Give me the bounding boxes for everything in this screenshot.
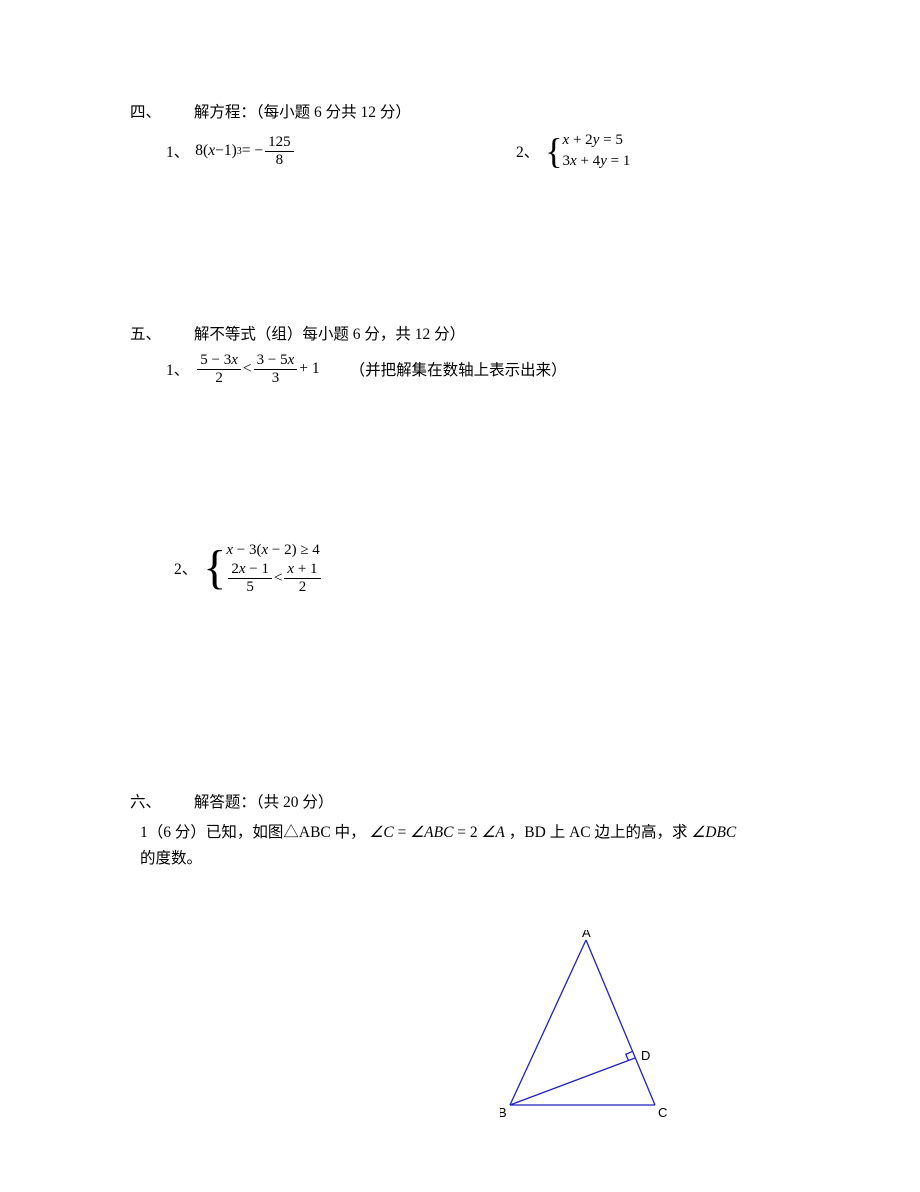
p42-system: { x + 2y = 5 3x + 4y = 1 xyxy=(545,130,630,172)
section-6-label: 六、 xyxy=(130,790,190,812)
p51-f1n-b: x xyxy=(231,352,238,368)
section-4-title: 解方程：（每小题 6 分共 12 分） xyxy=(194,104,411,121)
p51-note: （并把解集在数轴上表示出来） xyxy=(350,358,567,380)
section-4-header: 四、 解方程：（每小题 6 分共 12 分） xyxy=(130,100,790,122)
p61-eq2: = 2 xyxy=(457,824,477,841)
p52-l1-b: − 3( xyxy=(233,542,261,558)
problem-6-1: 1（6 分）已知，如图△ABC 中， ∠C = ∠ABC = 2 ∠A ，BD … xyxy=(140,820,790,873)
p61-abc: ∠ABC xyxy=(410,824,453,841)
p52-line2: 2x − 1 5 < x + 1 2 xyxy=(226,561,322,595)
p61-c: ∠C xyxy=(370,824,394,841)
p42-l1-d: = 5 xyxy=(599,132,622,148)
p52-f1: 2x − 1 5 xyxy=(228,561,272,595)
p52-f2n-b: + 1 xyxy=(294,561,317,577)
gap-1 xyxy=(130,172,790,322)
p51-f1: 5 − 3x 2 xyxy=(197,352,241,386)
p52-f1n-a: 2 xyxy=(231,561,239,577)
p51-plus: + 1 xyxy=(299,360,319,378)
p42-l2-b: x xyxy=(570,153,577,169)
p52-f2-den: 2 xyxy=(296,579,310,596)
p42-l2-d: y xyxy=(600,153,607,169)
p52-f2-num: x + 1 xyxy=(284,561,320,579)
p41-eq: = − xyxy=(242,142,263,160)
problem-4-1-num: 1、 xyxy=(166,140,189,162)
brace-icon: { xyxy=(203,546,226,589)
gap-2 xyxy=(130,386,790,541)
section-5-title: 解不等式（组）每小题 6 分，共 12 分） xyxy=(194,326,465,343)
p52-system: { x − 3(x − 2) ≥ 4 2x − 1 5 < x + 1 2 xyxy=(203,541,322,595)
section-5: 五、 解不等式（组）每小题 6 分，共 12 分） 1、 5 − 3x 2 < … xyxy=(130,322,790,386)
section-5-label: 五、 xyxy=(130,322,190,344)
section-4-label: 四、 xyxy=(130,100,190,122)
p41-frac-den: 8 xyxy=(273,152,287,169)
p52-l1-a: x xyxy=(226,542,233,558)
p51-f2-den: 3 xyxy=(269,370,283,387)
problem-4-2-num: 2、 xyxy=(516,140,539,162)
p42-l2-a: 3 xyxy=(563,153,571,169)
problem-4-1: 1、 8( x −1) 3 = − 125 8 xyxy=(166,130,516,172)
p51-f1n-a: 5 − 3 xyxy=(200,352,231,368)
p61-eq1: = xyxy=(398,824,411,841)
problem-4-2: 2、 { x + 2y = 5 3x + 4y = 1 xyxy=(516,130,630,172)
p52-f1-num: 2x − 1 xyxy=(228,561,272,579)
p52-f2: x + 1 2 xyxy=(284,561,320,595)
p52-l1-d: − 2) ≥ 4 xyxy=(268,542,320,558)
section-6: 六、 解答题：（共 20 分） 1（6 分）已知，如图△ABC 中， ∠C = … xyxy=(130,790,790,873)
svg-text:A: A xyxy=(582,930,591,940)
p61-dbc: ∠DBC xyxy=(691,824,736,841)
svg-text:D: D xyxy=(641,1048,650,1063)
svg-text:B: B xyxy=(500,1105,507,1120)
p61-mid: ，BD 上 AC 边上的高，求 xyxy=(509,824,692,841)
p61-prefix: 1（6 分）已知，如图△ABC 中， xyxy=(140,824,366,841)
p52-lt: < xyxy=(274,569,282,587)
problem-5-1-num: 1、 xyxy=(166,358,189,380)
p41-paren: −1) xyxy=(215,142,237,160)
p52-line1: x − 3(x − 2) ≥ 4 xyxy=(226,541,322,561)
p41-fraction: 125 8 xyxy=(265,134,294,168)
p52-f1-den: 5 xyxy=(243,579,257,596)
problem-5-1: 1、 5 − 3x 2 < 3 − 5x 3 + 1 （并把解集在数轴上表示出来… xyxy=(166,352,790,386)
problem-5-2-num: 2、 xyxy=(174,557,197,579)
p51-f2-num: 3 − 5x xyxy=(254,352,298,370)
p42-l1-b: + 2 xyxy=(569,132,592,148)
section-5-header: 五、 解不等式（组）每小题 6 分，共 12 分） xyxy=(130,322,790,344)
svg-text:C: C xyxy=(658,1105,667,1120)
section-4: 四、 解方程：（每小题 6 分共 12 分） 1、 8( x −1) 3 = −… xyxy=(130,100,790,172)
p42-lines: x + 2y = 5 3x + 4y = 1 xyxy=(563,130,631,172)
p42-line2: 3x + 4y = 1 xyxy=(563,151,631,172)
p41-coef: 8( xyxy=(195,142,208,160)
problem-5-2: 2、 { x − 3(x − 2) ≥ 4 2x − 1 5 < x + 1 2 xyxy=(174,541,790,595)
p61-a: ∠A xyxy=(482,824,505,841)
p42-l2-e: = 1 xyxy=(607,153,630,169)
section-6-title: 解答题：（共 20 分） xyxy=(194,794,334,811)
p51-f2: 3 − 5x 3 xyxy=(254,352,298,386)
p42-line1: x + 2y = 5 xyxy=(563,130,631,151)
p51-f2n-b: x xyxy=(288,352,295,368)
p51-lt: < xyxy=(243,360,252,378)
triangle-diagram: A B C D xyxy=(500,930,670,1120)
section-6-header: 六、 解答题：（共 20 分） xyxy=(130,790,790,812)
p51-f2n-a: 3 − 5 xyxy=(257,352,288,368)
p61-suffix: 的度数。 xyxy=(140,850,202,867)
p51-f1-den: 2 xyxy=(212,370,226,387)
triangle-svg: A B C D xyxy=(500,930,670,1120)
section-4-problems: 1、 8( x −1) 3 = − 125 8 2、 { x + 2y = 5 … xyxy=(166,130,790,172)
p41-var: x xyxy=(208,142,215,160)
p42-l2-c: + 4 xyxy=(577,153,600,169)
p52-lines: x − 3(x − 2) ≥ 4 2x − 1 5 < x + 1 2 xyxy=(226,541,322,595)
gap-3 xyxy=(130,595,790,790)
p51-f1-num: 5 − 3x xyxy=(197,352,241,370)
brace-icon: { xyxy=(545,135,562,167)
p41-frac-num: 125 xyxy=(265,134,294,152)
p52-f1n-b: − 1 xyxy=(245,561,268,577)
